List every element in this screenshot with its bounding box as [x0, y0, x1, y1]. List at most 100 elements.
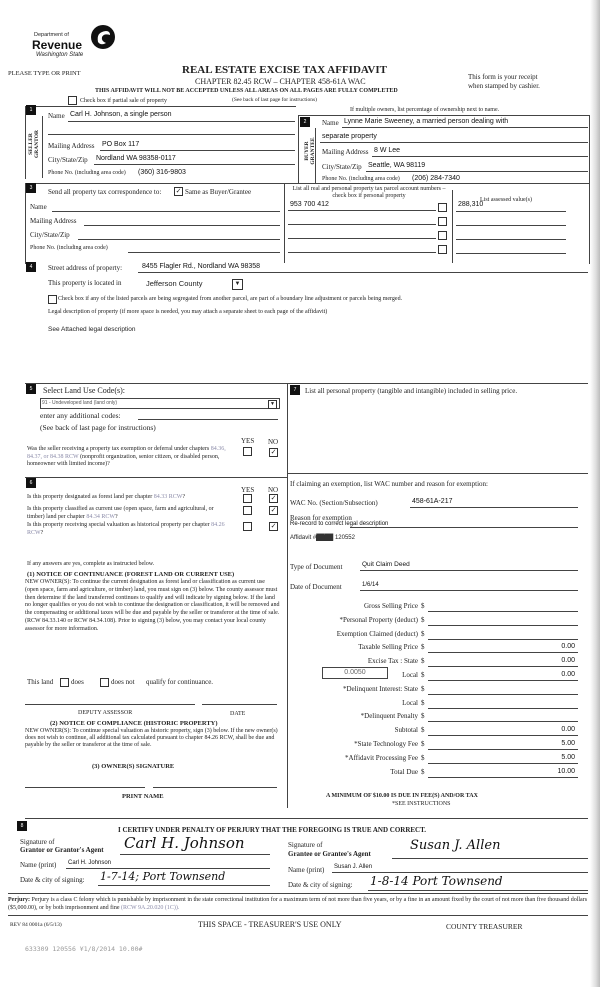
- label: Select Land Use Code(s):: [43, 386, 125, 395]
- document-date-field[interactable]: 1/6/14: [362, 582, 379, 588]
- section-badge: 1: [26, 105, 36, 115]
- personal-property-checkbox[interactable]: [438, 217, 447, 226]
- tax-row-value[interactable]: 0.00: [561, 671, 575, 678]
- label: enter any additional codes:: [40, 411, 121, 420]
- multiple-owners-note: If multiple owners, list percentage of o…: [350, 107, 500, 113]
- seller-mailing-field[interactable]: PO Box 117: [102, 141, 140, 148]
- seller-city-field[interactable]: Nordland WA 98358-0117: [96, 155, 176, 162]
- buyer-name-cont-field[interactable]: separate property: [322, 133, 377, 140]
- assessed-header: List assessed value(s): [480, 197, 532, 203]
- grantor-date-field[interactable]: 1-7-14; Port Townsend: [100, 870, 226, 883]
- street-address-field[interactable]: 8455 Flagler Rd., Nordland WA 98358: [142, 263, 261, 270]
- land-use-select[interactable]: 91 - Undeveloped land (land only): [40, 398, 280, 409]
- corr-name-field[interactable]: [52, 211, 280, 212]
- label: Phone No. (including area code): [322, 176, 400, 182]
- yes-checkbox[interactable]: [243, 522, 252, 531]
- county-select[interactable]: Jefferson County: [146, 279, 203, 288]
- tax-row-value[interactable]: 0.00: [561, 657, 575, 665]
- seller-phone-field[interactable]: (360) 316-9803: [138, 169, 186, 176]
- date-line[interactable]: [202, 704, 277, 705]
- label: Signature of: [20, 838, 55, 846]
- does-checkbox[interactable]: [60, 678, 69, 687]
- chevron-down-icon[interactable]: ▼: [268, 400, 277, 409]
- wac-number-field[interactable]: 458-61A-217: [412, 498, 453, 505]
- personal-property-checkbox[interactable]: [438, 231, 447, 240]
- section6-question: Is this property classified as current u…: [27, 506, 214, 520]
- label: Name: [30, 203, 47, 211]
- tax-row-value[interactable]: 0.00: [561, 643, 575, 651]
- notice-compliance-text: NEW OWNER(S): To continue special valuat…: [25, 728, 278, 749]
- buyer-phone-field[interactable]: (206) 284-7340: [412, 175, 460, 182]
- label: YES: [241, 437, 255, 445]
- label: qualify for continuance.: [146, 678, 214, 686]
- seller-side-label: SELLER GRANTOR: [28, 130, 40, 159]
- no-checkbox[interactable]: ✓: [269, 494, 278, 503]
- no-checkbox[interactable]: ✓: [269, 448, 278, 457]
- reason-field[interactable]: Re-record to correct legal description: [290, 521, 389, 527]
- yes-checkbox[interactable]: [243, 494, 252, 503]
- grantee-signature[interactable]: Susan J. Allen: [410, 838, 501, 853]
- owner-signature-title: (3) OWNER(S) SIGNATURE: [92, 763, 175, 770]
- label: Name (print): [20, 861, 57, 869]
- corr-mailing-field[interactable]: [84, 225, 280, 226]
- label: DEPUTY ASSESSOR: [78, 710, 133, 716]
- label: City/State/Zip: [30, 231, 70, 239]
- label: If any answers are yes, complete as inst…: [27, 561, 155, 567]
- grantor-name-field[interactable]: Carl H. Johnson: [68, 860, 112, 866]
- yes-checkbox[interactable]: [243, 506, 252, 515]
- does-not-checkbox[interactable]: [100, 678, 109, 687]
- legal-description-field[interactable]: See Attached legal description: [48, 326, 136, 333]
- segregated-checkbox[interactable]: [48, 295, 57, 304]
- yes-checkbox[interactable]: [243, 447, 252, 456]
- buyer-name-field[interactable]: Lynne Marie Sweeney, a married person de…: [344, 118, 509, 125]
- assessed-value-field[interactable]: 288,310: [458, 201, 484, 208]
- personal-property-checkbox[interactable]: [438, 245, 447, 254]
- dollar-sign: $: [421, 698, 425, 707]
- form-revision: REV 84 0001a (6/5/13): [10, 922, 62, 928]
- tax-row-label: *Affidavit Processing Fee: [345, 753, 418, 762]
- tax-row-label: Exemption Claimed (deduct): [336, 629, 418, 638]
- label: WAC No. (Section/Subsection): [290, 499, 378, 507]
- seller-section: [25, 106, 296, 179]
- tax-row-label: *Delinquent Interest: State: [342, 684, 418, 693]
- tax-row-value[interactable]: 0.00: [561, 726, 575, 734]
- parcel-number-field[interactable]: 953 700 412: [290, 201, 329, 208]
- dollar-sign: $: [421, 726, 425, 735]
- owner-signature-line[interactable]: [153, 787, 277, 788]
- label: DATE: [230, 711, 246, 717]
- tax-row-value[interactable]: 5.00: [561, 753, 575, 761]
- tax-row-label: Local: [402, 698, 418, 707]
- label: YES: [241, 486, 255, 494]
- tax-row-value[interactable]: 5.00: [561, 740, 575, 747]
- grantee-date-field[interactable]: 1-8-14 Port Townsend: [370, 874, 503, 888]
- label: Same as Buyer/Grantee: [185, 188, 252, 196]
- no-checkbox[interactable]: ✓: [269, 506, 278, 515]
- receipt-text: when stamped by cashier.: [468, 82, 540, 90]
- corr-phone-field[interactable]: [128, 252, 280, 253]
- buyer-mailing-field[interactable]: 8 W Lee: [374, 147, 401, 154]
- chevron-down-icon[interactable]: ▼: [232, 279, 243, 290]
- buyer-city-field[interactable]: Seattle, WA 98119: [368, 162, 426, 169]
- owner-signature-line[interactable]: [25, 787, 145, 788]
- grantee-name-field[interactable]: Susan J. Allen: [334, 864, 373, 870]
- label: Type of Document: [290, 563, 343, 571]
- additional-codes-field[interactable]: [138, 419, 278, 420]
- notice-continuance-text: NEW OWNER(S): To continue the current de…: [25, 579, 280, 632]
- partial-sale-checkbox[interactable]: [68, 96, 77, 105]
- chapter-text: CHAPTER 82.45 RCW – CHAPTER 458-61A WAC: [195, 77, 366, 86]
- label: PRINT NAME: [122, 793, 164, 800]
- corr-city-field[interactable]: [78, 239, 280, 240]
- document-type-field[interactable]: Quit Claim Deed: [362, 561, 410, 568]
- section-badge: 4: [26, 262, 36, 272]
- personal-property-checkbox[interactable]: [438, 203, 447, 212]
- tax-row-label: *Delinquent Penalty: [360, 712, 418, 721]
- exemption-question: Was the seller receiving a property tax …: [27, 446, 226, 467]
- seller-name-field[interactable]: Carl H. Johnson, a single person: [70, 111, 172, 118]
- section-badge: 6: [26, 478, 36, 488]
- deputy-assessor-line[interactable]: [25, 704, 195, 705]
- no-checkbox[interactable]: ✓: [269, 522, 278, 531]
- tax-row-value[interactable]: 10.00: [557, 767, 575, 775]
- grantor-signature[interactable]: Carl H. Johnson: [124, 834, 245, 852]
- local-rate-field[interactable]: 0.0050: [322, 667, 388, 679]
- same-as-buyer-checkbox[interactable]: ✓: [174, 187, 183, 196]
